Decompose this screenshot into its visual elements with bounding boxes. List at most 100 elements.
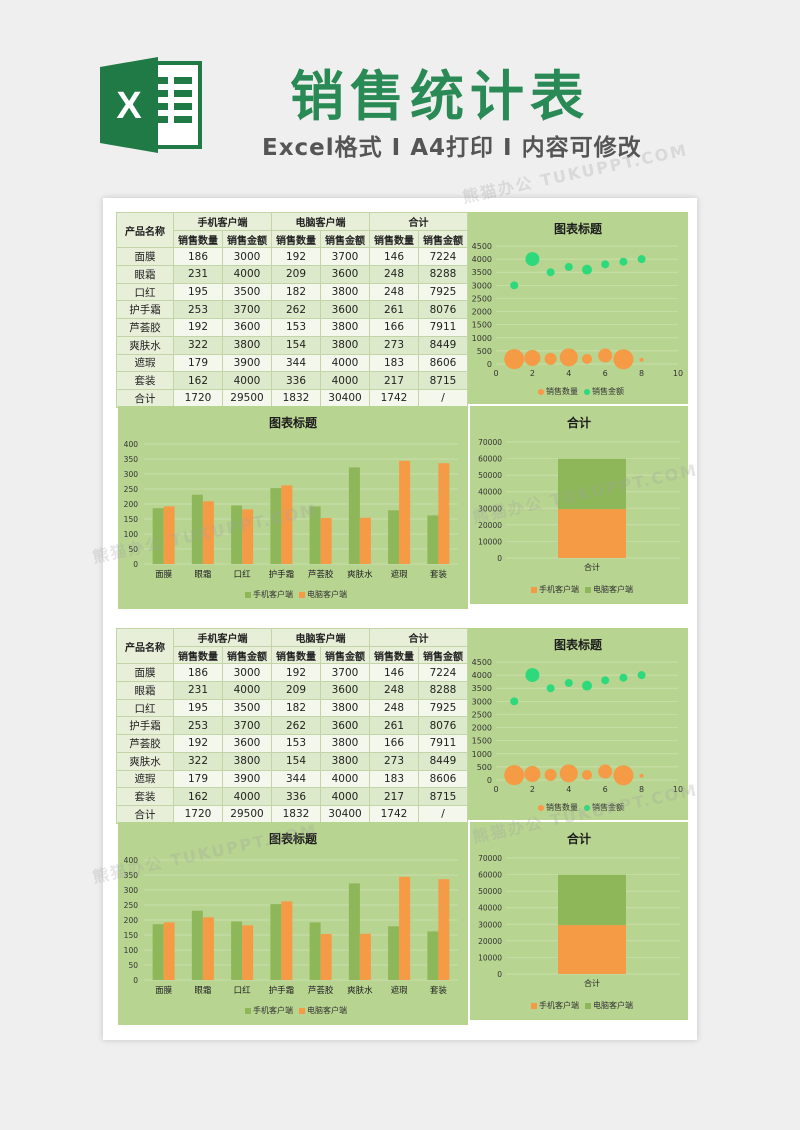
value-cell: 3900 xyxy=(222,353,272,373)
header-corner: 产品名称 xyxy=(116,627,174,665)
product-name-cell: 口红 xyxy=(116,282,174,302)
bubble-point xyxy=(613,765,634,786)
legend-label: 电脑客户端 xyxy=(593,585,633,594)
column-header: 销售金额 xyxy=(418,645,468,665)
bar xyxy=(152,924,164,980)
bar xyxy=(231,921,243,980)
category-label: 护手霜 xyxy=(269,985,295,996)
chart-title: 图表标题 xyxy=(268,832,317,846)
product-name-cell: 套装 xyxy=(116,371,174,390)
value-cell: 8449 xyxy=(418,335,468,355)
value-cell: 248 xyxy=(369,282,419,302)
value-cell: 154 xyxy=(271,335,321,355)
value-cell: 273 xyxy=(369,751,419,771)
value-cell: 162 xyxy=(173,787,223,806)
value-cell: 4000 xyxy=(320,353,370,373)
product-name-cell: 面膜 xyxy=(116,663,174,683)
category-label: 遮瑕 xyxy=(391,569,409,580)
value-cell: 182 xyxy=(271,698,321,718)
column-header: 销售数量 xyxy=(173,645,223,665)
value-cell: 195 xyxy=(173,698,223,718)
value-cell: 3800 xyxy=(320,282,370,302)
group-header: 合计 xyxy=(369,628,468,647)
y-tick-label: 250 xyxy=(124,485,139,494)
value-cell: 3700 xyxy=(222,300,272,320)
y-tick-label: 60000 xyxy=(478,871,502,880)
legend-label: 手机客户端 xyxy=(253,1006,293,1015)
product-name-cell: 遮瑕 xyxy=(116,769,174,789)
y-tick-label: 300 xyxy=(124,470,139,479)
product-name-cell: 爽肤水 xyxy=(116,751,174,771)
value-cell: 231 xyxy=(173,265,223,284)
value-cell: 153 xyxy=(271,734,321,753)
stacked-chart-panel: 合计 0 10000 20000 30000 40000 50000 60000 70000 合计… xyxy=(470,822,688,1020)
value-cell: 4000 xyxy=(320,371,370,390)
y-tick-label: 2000 xyxy=(472,724,492,733)
chart-title: 图表标题 xyxy=(268,416,317,430)
table-row: 口红 195 3500 182 3800 248 7925 xyxy=(116,282,468,302)
product-name-cell: 爽肤水 xyxy=(116,335,174,355)
bubble-point xyxy=(619,257,628,266)
column-header: 销售金额 xyxy=(320,645,370,665)
chart-title: 合计 xyxy=(566,832,591,846)
value-cell: 3800 xyxy=(222,335,272,355)
value-cell: 29500 xyxy=(222,804,272,824)
x-tick-label: 0 xyxy=(493,369,498,378)
bar xyxy=(152,508,164,564)
bubble-point xyxy=(564,678,573,687)
value-cell: 8715 xyxy=(418,787,468,806)
value-cell: 3800 xyxy=(222,751,272,771)
chart-legend: 手机客户端 电脑客户端 xyxy=(118,1005,468,1016)
bar xyxy=(270,904,282,980)
legend-label: 销售金额 xyxy=(592,387,624,396)
value-cell: 3600 xyxy=(320,265,370,284)
group-header: 手机客户端 xyxy=(173,212,272,231)
group-header: 电脑客户端 xyxy=(271,628,370,647)
bubble-point xyxy=(504,765,525,786)
bubble-point xyxy=(639,357,644,362)
value-cell: 3000 xyxy=(222,663,272,683)
legend-swatch xyxy=(538,804,544,811)
stacked-bar-chart: 0 10000 20000 30000 40000 50000 60000 70000 合计 xyxy=(478,854,680,988)
y-tick-label: 2000 xyxy=(472,308,492,317)
table-row: 芦荟胶 192 3600 153 3800 166 7911 xyxy=(116,318,468,337)
value-cell: 3500 xyxy=(222,698,272,718)
y-tick-label: 30000 xyxy=(478,920,502,929)
table-row: 合计 1720 29500 1832 30400 1742/ xyxy=(116,388,468,408)
category-label: 芦荟胶 xyxy=(308,569,334,580)
value-cell: 195 xyxy=(173,282,223,302)
legend-label: 电脑客户端 xyxy=(307,1006,347,1015)
bubble-point xyxy=(582,680,592,691)
value-cell: 30400 xyxy=(320,388,370,408)
table-row: 眼霜 231 4000 209 3600 248 8288 xyxy=(116,265,468,284)
y-tick-label: 0 xyxy=(497,554,502,563)
bubble-point xyxy=(613,349,634,370)
y-tick-label: 1000 xyxy=(472,750,492,759)
bar xyxy=(348,883,360,980)
bar-chart-panel: 图表标题 0 50 100 150 200 250 300 350 400 面膜 眼霜 口红 护手霜 芦荟胶… xyxy=(118,406,468,609)
y-tick-label: 350 xyxy=(124,871,139,880)
bubble-point xyxy=(619,673,628,682)
bar xyxy=(399,876,411,980)
y-tick-label: 0 xyxy=(133,560,138,569)
bar xyxy=(359,933,371,980)
y-tick-label: 4500 xyxy=(472,242,492,251)
legend-label: 电脑客户端 xyxy=(593,1001,633,1010)
y-tick-label: 200 xyxy=(124,500,139,509)
x-tick-label: 8 xyxy=(639,369,644,378)
value-cell: 322 xyxy=(173,751,223,771)
bar xyxy=(359,517,371,564)
value-cell: 4000 xyxy=(222,787,272,806)
legend-swatch xyxy=(531,586,537,593)
bar xyxy=(309,506,321,564)
value-cell: 273 xyxy=(369,335,419,355)
bubble-point xyxy=(639,773,644,778)
category-label: 眼霜 xyxy=(194,986,211,996)
x-tick-label: 10 xyxy=(673,785,683,794)
chart-legend: 手机客户端 电脑客户端 xyxy=(470,1000,688,1011)
stack-segment xyxy=(558,874,626,926)
y-tick-label: 4500 xyxy=(472,658,492,667)
category-label: 面膜 xyxy=(155,569,173,580)
value-cell: 261 xyxy=(369,300,419,320)
value-cell: 1720 xyxy=(173,388,223,408)
